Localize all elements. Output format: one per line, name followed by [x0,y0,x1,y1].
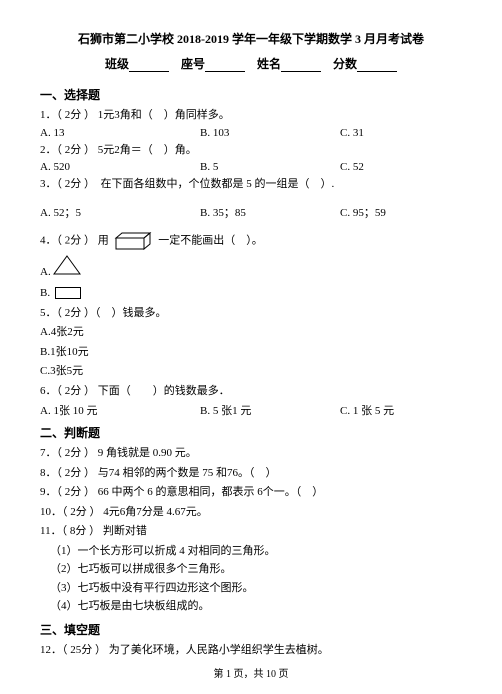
q1-opt-a: A. 13 [40,127,200,139]
score-blank [357,60,397,72]
q12: 12．（ 25分 ） 为了美化环境，人民路小学组织学生去植树。 [40,642,462,659]
q2-stem: 2．（ 2分 ） 5元2角＝（ ）角。 [40,142,462,159]
q3-options: A. 52；5 B. 35；85 C. 95；59 [40,204,462,220]
q6-opt-c: C. 1 张 5 元 [340,402,440,418]
name-blank [281,60,321,72]
q5-stem: 5．（ 2分 ）（ ）钱最多。 [40,305,462,322]
q5-opt-c: C.3张5元 [40,363,462,380]
q5-opt-b: B.1张10元 [40,344,462,361]
q4-opt-a: A. [40,253,462,283]
q1-options: A. 13 B. 103 C. 31 [40,127,462,139]
name-label: 姓名 [257,57,281,71]
info-row: 班级 座号 姓名 分数 [40,55,462,72]
q4-opt-b: B. [40,285,462,302]
q6-stem: 6．（ 2分 ） 下面（ ）的钱数最多． [40,383,462,400]
q4-a-label: A. [40,266,51,278]
q3-opt-a: A. 52；5 [40,204,200,220]
rectangle-icon [55,287,81,299]
q3-opt-c: C. 95；59 [340,204,440,220]
q10: 10．（ 2分 ） 4元6角7分是 4.67元。 [40,504,462,521]
q4-b-label: B. [40,287,50,299]
q2-options: A. 520 B. 5 C. 52 [40,161,462,173]
q6-opt-b: B. 5 张1 元 [200,402,340,418]
q6-options: A. 1张 10 元 B. 5 张1 元 C. 1 张 5 元 [40,402,462,418]
q8: 8．（ 2分 ） 与74 相邻的两个数是 75 和76。（ ） [40,465,462,482]
q3-opt-b: B. 35；85 [200,204,340,220]
q11-s1: （1）一个长方形可以折成 4 对相同的三角形。 [50,543,462,560]
q1-stem: 1．（ 2分 ） 1元3角和（ ）角同样多。 [40,107,462,124]
score-label: 分数 [333,57,357,71]
q11-stem: 11．（ 8分 ） 判断对错 [40,523,462,540]
q1-opt-b: B. 103 [200,127,340,139]
seat-label: 座号 [181,57,205,71]
section-1-heading: 一、选择题 [40,86,462,103]
class-blank [129,60,169,72]
q1-opt-c: C. 31 [340,127,440,139]
q11-s4: （4）七巧板是由七块板组成的。 [50,598,462,615]
q9: 9．（ 2分 ） 66 中两个 6 的意思相同，都表示 6个一。（ ） [40,484,462,501]
section-2-heading: 二、判断题 [40,424,462,441]
q7: 7．（ 2分 ） 9 角钱就是 0.90 元。 [40,445,462,462]
q11-s3: （3）七巧板中没有平行四边形这个图形。 [50,580,462,597]
q2-opt-b: B. 5 [200,161,340,173]
q4-pre: 4．（ 2分 ） 用 [40,234,109,246]
class-label: 班级 [105,57,129,71]
cuboid-icon [114,232,154,250]
q2-opt-c: C. 52 [340,161,440,173]
seat-blank [205,60,245,72]
q2-opt-a: A. 520 [40,161,200,173]
exam-title: 石狮市第二小学校 2018-2019 学年一年级下学期数学 3 月月考试卷 [40,30,462,47]
q5-opt-a: A.4张2元 [40,324,462,341]
q6-opt-a: A. 1张 10 元 [40,402,200,418]
q4-stem: 4．（ 2分 ） 用 一定不能画出（ ）。 [40,232,462,250]
q4-post: 一定不能画出（ ）。 [158,234,263,246]
q11-s2: （2）七巧板可以拼成很多个三角形。 [50,561,462,578]
page-footer: 第 1 页，共 10 页 [0,665,502,680]
triangle-icon [53,255,81,281]
section-3-heading: 三、填空题 [40,621,462,638]
q3-stem: 3．（ 2分 ） 在下面各组数中，个位数都是 5 的一组是（ ）. [40,176,462,193]
